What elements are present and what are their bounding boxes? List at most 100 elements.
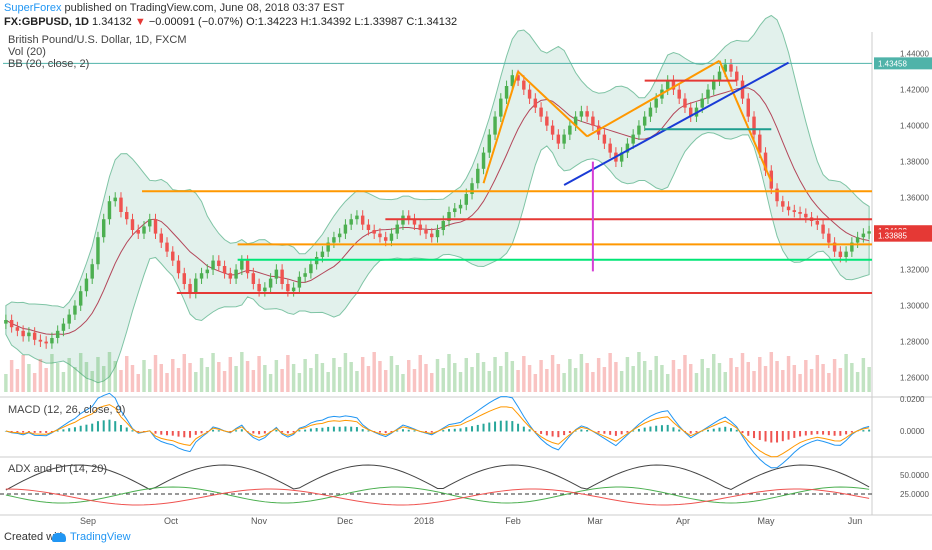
macd-histogram-bar: [114, 421, 117, 432]
volume-bar: [50, 354, 54, 392]
volume-bar: [280, 369, 284, 392]
candle-body: [522, 80, 526, 90]
candle-body: [516, 75, 520, 81]
volume-bar: [125, 356, 129, 392]
macd-histogram-bar: [494, 421, 497, 432]
volume-bar: [222, 371, 227, 392]
orange-trend-up-2: [586, 59, 720, 138]
candle-body: [758, 134, 762, 153]
candle-body: [510, 75, 515, 86]
volume-bar: [539, 360, 543, 392]
macd-histogram-bar: [396, 430, 399, 432]
macd-histogram-bar: [459, 428, 462, 432]
high-value: 1.34392: [311, 16, 352, 28]
volume-bar: [677, 369, 681, 392]
price-axis-label: 1.28000: [900, 338, 929, 347]
candle-body: [470, 183, 474, 194]
footer: Created with TradingView: [0, 526, 932, 550]
candle-body: [458, 204, 463, 209]
time-axis-label: Nov: [251, 516, 268, 526]
macd-histogram-bar: [355, 427, 358, 432]
macd-histogram-bar: [171, 431, 174, 436]
macd-histogram-bar: [50, 431, 53, 433]
volume-bar: [631, 366, 635, 392]
candle-body: [746, 98, 750, 117]
price-axis-label: 1.32000: [900, 266, 929, 275]
volume-bar: [700, 359, 704, 392]
volume-bar: [688, 364, 693, 392]
macd-histogram-bar: [563, 431, 566, 436]
macd-histogram-bar: [453, 428, 456, 432]
volume-bar: [9, 360, 14, 392]
macd-histogram-bar: [511, 421, 514, 432]
candle-body: [418, 224, 422, 230]
macd-histogram-bar: [68, 428, 71, 432]
volume-bar: [660, 365, 664, 392]
volume-bar: [78, 353, 83, 392]
macd-histogram-bar: [304, 429, 307, 432]
price-axis-label: 1.40000: [900, 122, 929, 131]
macd-histogram-bar: [448, 429, 451, 432]
low-value: 1.33987: [363, 16, 404, 28]
volume-bar: [694, 373, 699, 392]
macd-histogram-bar: [545, 431, 548, 436]
volume-bar: [406, 360, 411, 392]
macd-histogram-bar: [235, 430, 238, 432]
candle-body: [257, 284, 261, 292]
author-link[interactable]: SuperForex: [4, 2, 62, 14]
tradingview-link[interactable]: TradingView: [70, 531, 131, 543]
macd-histogram-bar: [378, 431, 381, 433]
volume-bar: [654, 356, 658, 392]
price-axis-label: 1.26000: [900, 374, 929, 383]
macd-histogram-bar: [718, 427, 721, 432]
volume-bar: [642, 361, 647, 392]
macd-histogram-bar: [660, 425, 663, 432]
candle-body: [73, 305, 77, 315]
candle-body: [343, 224, 348, 234]
macd-histogram-bar: [401, 429, 404, 432]
volume-bar: [389, 356, 394, 392]
macd-histogram-bar: [620, 431, 623, 435]
volume-bar: [706, 368, 710, 392]
candle-body: [188, 284, 192, 293]
volume-bar: [430, 373, 434, 392]
macd-histogram-bar: [706, 429, 709, 432]
macd-histogram-bar: [309, 428, 312, 432]
volume-bar: [855, 372, 860, 392]
candle-body: [424, 230, 428, 234]
price-axis-label: 1.30000: [900, 302, 929, 311]
macd-histogram-bar: [609, 431, 612, 435]
macd-histogram-bar: [16, 431, 19, 433]
macd-histogram-bar: [574, 430, 577, 432]
candle-body: [579, 111, 584, 117]
candle-body: [637, 125, 641, 135]
volume-bar: [746, 362, 750, 392]
time-axis-label: Dec: [337, 516, 354, 526]
candle-body: [326, 242, 330, 252]
volume-bar: [27, 364, 31, 392]
macd-histogram-bar: [137, 431, 140, 433]
volume-bar: [21, 355, 25, 392]
publish-line: SuperForex published on TradingView.com,…: [4, 2, 344, 14]
candle-body: [136, 230, 140, 234]
macd-histogram-bar: [344, 426, 347, 432]
candle-body: [234, 269, 238, 279]
volume-bar: [194, 372, 198, 392]
macd-histogram-bar: [816, 431, 819, 435]
volume-bar: [556, 364, 561, 392]
open-value: 1.34223: [257, 16, 298, 28]
volume-bar: [383, 370, 388, 392]
candle-body: [447, 212, 451, 221]
price-axis-label: 1.44000: [900, 50, 929, 59]
candle-body: [119, 197, 123, 212]
macd-histogram-bar: [183, 431, 186, 438]
candle-body: [493, 116, 497, 135]
candle-body: [556, 134, 561, 144]
volume-bar: [84, 362, 89, 392]
volume-bar: [90, 371, 94, 392]
volume-bar: [101, 366, 106, 392]
volume-bar: [418, 355, 422, 392]
candle-body: [303, 273, 307, 277]
macd-histogram-bar: [568, 431, 571, 433]
